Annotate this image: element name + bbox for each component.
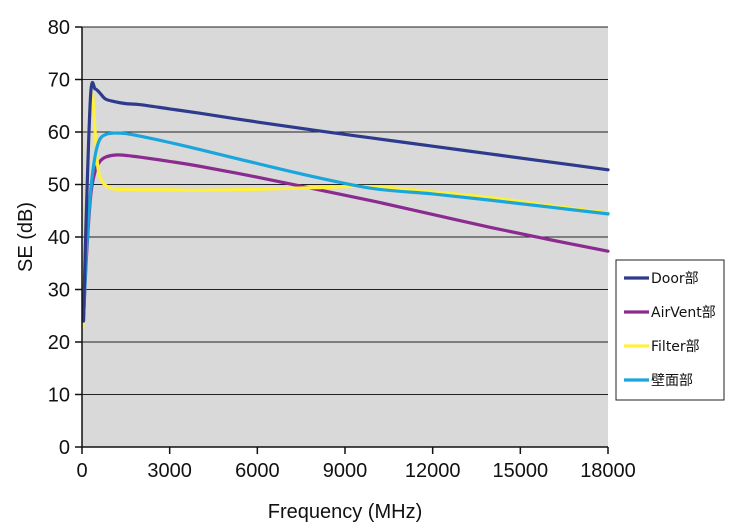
y-tick-label: 20 <box>48 332 70 354</box>
x-axis-title: Frequency (MHz) <box>268 501 422 523</box>
legend-label-2: Filter部 <box>651 339 700 355</box>
series-line-0 <box>81 80 610 323</box>
legend-label-3: 壁面部 <box>651 373 693 389</box>
y-tick-label: 0 <box>59 437 70 459</box>
x-tick-label: 9000 <box>323 460 368 482</box>
x-tick-label: 6000 <box>235 460 280 482</box>
legend-label-0: Door部 <box>651 271 699 287</box>
series-line-1 <box>81 153 610 323</box>
y-tick-label: 10 <box>48 385 70 407</box>
y-tick-label: 80 <box>48 17 70 39</box>
y-tick-label: 50 <box>48 175 70 197</box>
y-tick-label: 40 <box>48 227 70 249</box>
y-tick-label: 60 <box>48 122 70 144</box>
legend-box <box>615 259 725 401</box>
x-tick-label: 3000 <box>147 460 192 482</box>
grid-lines <box>82 26 608 395</box>
series-lines <box>81 80 610 328</box>
series-line-3 <box>81 131 610 323</box>
legend-label-1: AirVent部 <box>651 305 716 321</box>
x-tick-label: 12000 <box>405 460 461 482</box>
tick-labels: 0 10 20 30 40 50 60 70 80 0 3000 6000 9000 12000 15000… <box>48 17 636 482</box>
axes <box>75 26 609 454</box>
x-tick-label: 0 <box>76 460 87 482</box>
y-tick-label: 30 <box>48 280 70 302</box>
y-axis-title: SE (dB) <box>15 202 37 272</box>
y-tick-label: 70 <box>48 70 70 92</box>
x-tick-label: 15000 <box>493 460 549 482</box>
x-tick-label: 18000 <box>580 460 636 482</box>
